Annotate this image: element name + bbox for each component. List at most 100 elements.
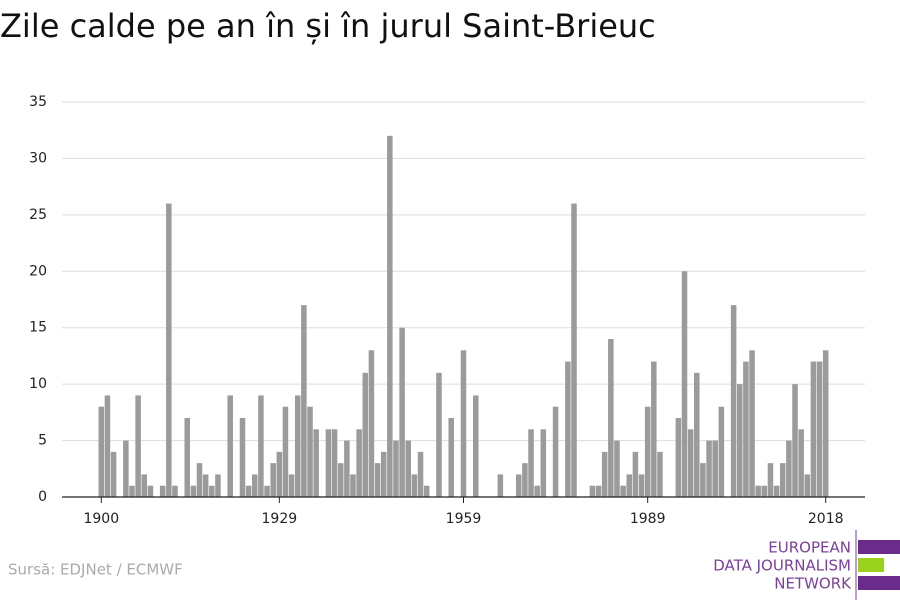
x-tick-label: 1929: [262, 511, 298, 527]
y-tick-label: 0: [38, 489, 47, 505]
bar: [245, 485, 252, 497]
bar: [743, 361, 749, 497]
bar: [810, 361, 817, 497]
bar: [307, 406, 313, 497]
logo-bar: [858, 540, 900, 554]
bar: [779, 463, 786, 497]
bar: [423, 485, 430, 497]
y-tick-label: 20: [29, 263, 47, 279]
bar: [730, 305, 737, 497]
bar: [239, 418, 246, 497]
bar: [767, 463, 774, 497]
source: Sursă: EDJNet / ECMWF: [8, 561, 183, 579]
bar: [141, 474, 148, 497]
bar: [657, 451, 663, 497]
bar: [172, 485, 178, 497]
bar: [540, 429, 547, 497]
bar: [638, 474, 645, 497]
logo-text: EUROPEAN: [768, 539, 851, 557]
bar: [522, 463, 528, 497]
bar: [288, 474, 295, 497]
logo-text: DATA JOURNALISM: [713, 557, 851, 575]
bar: [380, 451, 387, 497]
bar: [190, 485, 197, 497]
bar: [736, 384, 743, 497]
bar: [411, 474, 418, 497]
bar: [601, 451, 608, 497]
bar: [675, 418, 682, 497]
bar: [515, 474, 522, 497]
bar: [620, 485, 626, 497]
bar: [755, 485, 761, 497]
bar: [227, 395, 233, 497]
y-tick-label: 5: [38, 433, 47, 449]
bar: [626, 474, 633, 497]
bar: [135, 395, 141, 497]
bar: [368, 350, 375, 497]
bar: [761, 485, 768, 497]
bar: [356, 429, 362, 497]
bar: [294, 395, 301, 497]
bar: [816, 361, 823, 497]
bar: [460, 350, 467, 497]
bar: [282, 406, 289, 497]
bar: [325, 429, 332, 497]
bar: [270, 463, 276, 497]
bar: [405, 440, 412, 497]
bar: [387, 135, 393, 497]
bar: [749, 350, 755, 497]
y-tick-label: 25: [29, 207, 47, 223]
bar: [258, 395, 264, 497]
bar: [700, 463, 706, 497]
y-tick-label: 15: [29, 320, 47, 336]
logo-bar: [858, 558, 884, 572]
bar: [706, 440, 712, 497]
x-tick-label: 2018: [808, 511, 844, 527]
bar: [264, 485, 270, 497]
bar: [595, 485, 602, 497]
bar: [331, 429, 338, 497]
logo-bar: [858, 576, 900, 590]
bar: [497, 474, 504, 497]
bar: [374, 463, 381, 497]
bar: [252, 474, 258, 497]
x-tick-label: 1959: [446, 511, 482, 527]
bar: [337, 463, 344, 497]
bar: [184, 418, 191, 497]
x-tick-label: 1989: [630, 511, 666, 527]
bar: [202, 474, 209, 497]
bar: [712, 440, 718, 497]
bar: [110, 451, 117, 497]
bar: [344, 440, 350, 497]
bar: [104, 395, 111, 497]
bar: [528, 429, 534, 497]
bar: [393, 440, 399, 497]
bar: [417, 451, 424, 497]
bar: [196, 463, 203, 497]
bar: [473, 395, 479, 497]
bar: [159, 485, 166, 497]
bar: [651, 361, 657, 497]
bar: [718, 406, 725, 497]
bar: [589, 485, 596, 497]
bar: [614, 440, 620, 497]
bar: [786, 440, 792, 497]
y-tick-label: 10: [29, 376, 47, 392]
bar: [798, 429, 804, 497]
bar: [681, 271, 688, 497]
bar: [773, 485, 780, 497]
bar: [166, 203, 172, 498]
bar: [301, 305, 307, 497]
bar: [804, 474, 811, 497]
bar: [129, 485, 135, 497]
bar: [687, 429, 694, 497]
bar: [147, 485, 154, 497]
bar: [632, 451, 639, 497]
bar: [313, 429, 319, 497]
logo-text: NETWORK: [774, 575, 852, 593]
bar: [436, 372, 442, 497]
bar: [534, 485, 540, 497]
x-tick-label: 1900: [83, 511, 119, 527]
bar: [399, 327, 405, 497]
